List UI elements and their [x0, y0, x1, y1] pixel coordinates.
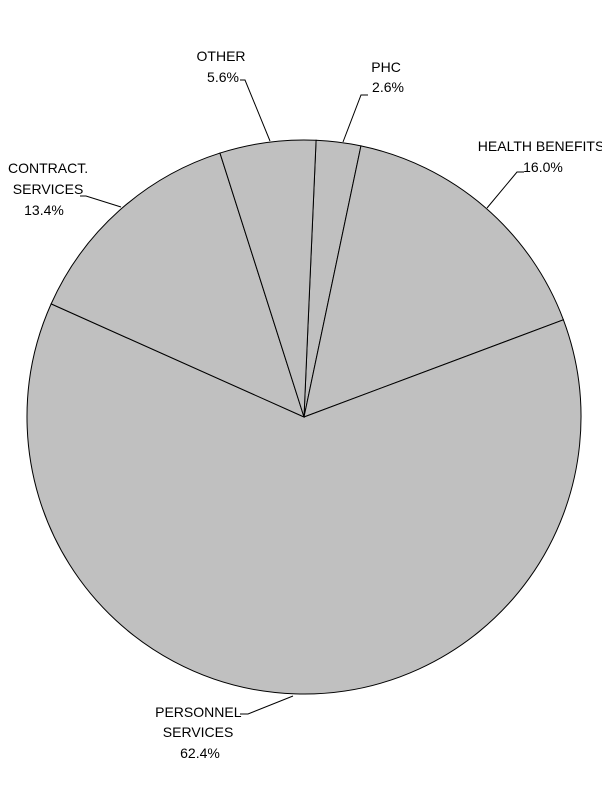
leader-lines	[80, 79, 524, 715]
slice-other	[219, 139, 317, 418]
label-health-benefits: HEALTH BENEFITS 16.0%	[478, 138, 602, 175]
slice-personnel-services	[26, 303, 582, 695]
leader-other	[240, 79, 271, 142]
leader-contract-services	[80, 195, 122, 208]
label-other: OTHER 5.6%	[197, 48, 250, 85]
leader-health-benefits	[486, 171, 524, 209]
label-contract-services: CONTRACT. SERVICES 13.4%	[8, 160, 92, 218]
leader-personnel-services	[240, 695, 294, 715]
leader-phc	[342, 94, 368, 143]
label-phc: PHC 2.6%	[371, 59, 404, 95]
label-personnel-services: PERSONNEL SERVICES 62.4%	[155, 704, 245, 761]
pie-slices	[26, 139, 582, 695]
slice-health-benefits	[303, 145, 565, 418]
